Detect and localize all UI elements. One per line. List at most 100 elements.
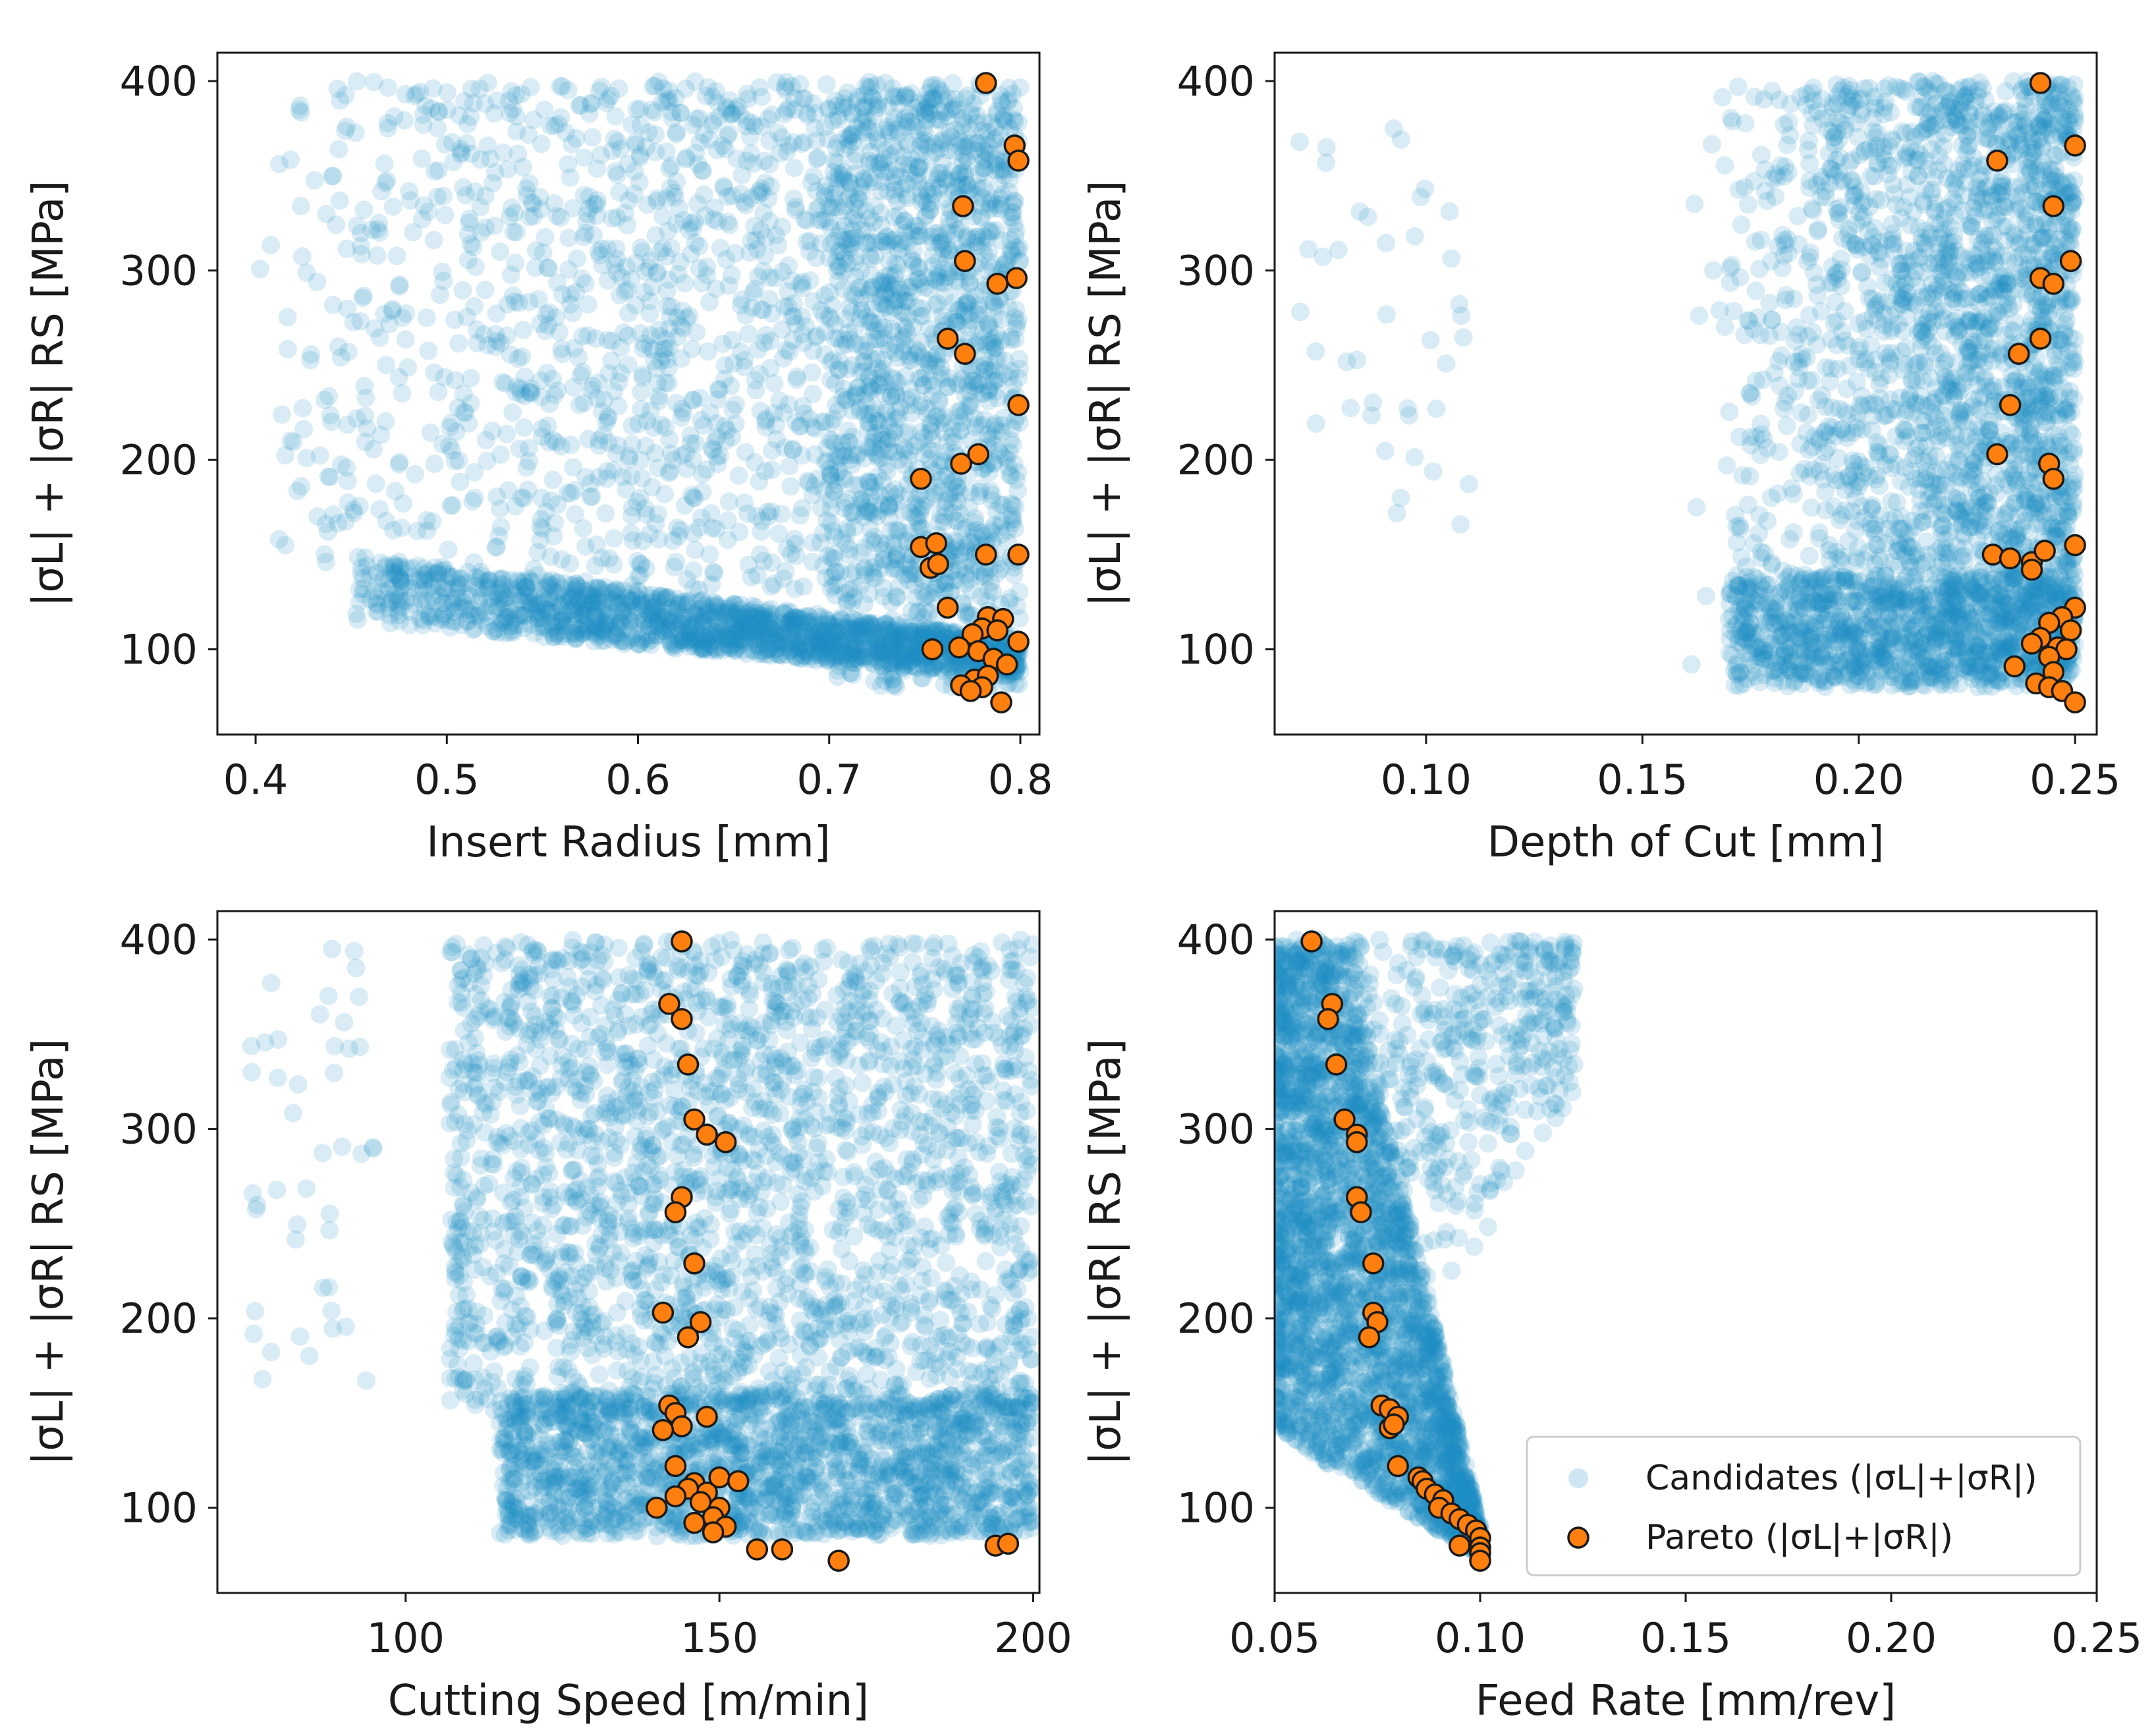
candidate-point: [616, 204, 635, 223]
candidate-point: [693, 590, 712, 609]
candidate-point: [812, 412, 831, 432]
candidate-point: [710, 625, 729, 644]
candidate-point: [687, 323, 705, 342]
candidate-point: [902, 84, 921, 103]
candidate-point: [507, 107, 526, 126]
candidate-point: [634, 339, 653, 358]
candidate-point: [884, 648, 903, 667]
candidate-point: [968, 227, 987, 246]
candidate-point: [364, 72, 383, 92]
candidate-point: [663, 531, 682, 550]
candidate-point: [639, 603, 658, 623]
candidate-point: [539, 316, 558, 335]
candidate-point: [873, 551, 893, 570]
candidate-point: [622, 592, 641, 611]
candidate-point: [731, 342, 750, 361]
candidate-point: [879, 233, 898, 252]
candidate-point: [939, 263, 958, 282]
candidate-point: [1713, 88, 1732, 107]
candidate-point: [692, 161, 711, 180]
candidate-point: [597, 469, 617, 488]
candidate-point: [690, 109, 709, 128]
candidate-point: [983, 428, 1002, 447]
candidate-point: [680, 629, 700, 648]
candidate-point: [441, 567, 460, 586]
candidate-point: [842, 625, 860, 644]
candidate-point: [319, 387, 339, 406]
candidate-point: [979, 430, 998, 449]
candidate-point: [879, 162, 898, 181]
candidate-point: [785, 579, 804, 598]
candidate-point: [507, 223, 526, 242]
candidate-point: [875, 163, 895, 182]
candidate-point: [999, 521, 1018, 540]
candidate-point: [417, 591, 436, 610]
candidate-point: [626, 135, 646, 154]
candidate-point: [524, 559, 543, 578]
candidate-point: [984, 453, 1003, 472]
candidate-point: [800, 242, 819, 261]
candidate-point: [499, 602, 518, 621]
candidate-point: [262, 236, 281, 255]
candidate-point: [565, 339, 584, 358]
candidate-point: [980, 381, 999, 400]
candidate-point: [724, 634, 743, 654]
candidate-point: [637, 505, 656, 524]
candidate-point: [933, 621, 952, 640]
candidate-point: [823, 522, 843, 541]
candidate-point: [689, 629, 708, 648]
candidate-point: [885, 230, 904, 249]
candidate-point: [871, 368, 891, 387]
candidate-point: [685, 489, 704, 508]
candidate-point: [881, 146, 899, 165]
candidate-point: [1387, 504, 1406, 522]
pareto-point: [936, 327, 959, 350]
candidate-point: [787, 640, 806, 659]
candidate-point: [960, 532, 980, 551]
candidate-point: [678, 594, 697, 613]
candidate-point: [846, 619, 865, 638]
candidate-point: [579, 586, 598, 604]
candidate-point: [372, 553, 391, 572]
candidate-point: [684, 636, 704, 655]
candidate-point: [906, 636, 925, 655]
candidate-point: [630, 634, 650, 654]
candidate-point: [468, 579, 487, 598]
candidate-point: [628, 582, 648, 601]
candidate-point: [876, 267, 895, 287]
candidate-point: [761, 599, 780, 619]
candidate-point: [862, 277, 881, 296]
candidate-point: [694, 416, 713, 435]
candidate-point: [656, 588, 675, 607]
candidate-point: [922, 660, 941, 679]
candidate-point: [845, 654, 864, 672]
candidate-point: [594, 594, 612, 613]
candidate-point: [858, 647, 877, 666]
candidate-point: [770, 645, 789, 664]
candidate-point: [914, 100, 933, 119]
candidate-point: [654, 347, 673, 366]
candidate-point: [844, 639, 864, 658]
candidate-point: [419, 562, 438, 581]
candidate-point: [865, 528, 884, 547]
candidate-point: [529, 617, 548, 636]
candidate-point: [810, 642, 829, 661]
candidate-point: [696, 206, 715, 225]
candidate-point: [673, 596, 692, 615]
candidate-point: [858, 234, 877, 253]
candidate-point: [501, 617, 520, 636]
candidate-point: [819, 100, 838, 119]
candidate-point: [726, 640, 745, 659]
candidate-point: [984, 360, 1003, 379]
candidate-point: [852, 490, 871, 509]
candidate-point: [500, 623, 519, 642]
candidate-point: [790, 506, 810, 525]
candidate-point: [726, 395, 745, 414]
candidate-point: [701, 403, 719, 422]
candidate-point: [632, 382, 651, 401]
candidate-point: [991, 195, 1010, 214]
candidate-point: [1398, 399, 1417, 418]
candidate-point: [1427, 399, 1446, 418]
candidate-point: [539, 603, 558, 623]
candidate-point: [566, 628, 585, 647]
